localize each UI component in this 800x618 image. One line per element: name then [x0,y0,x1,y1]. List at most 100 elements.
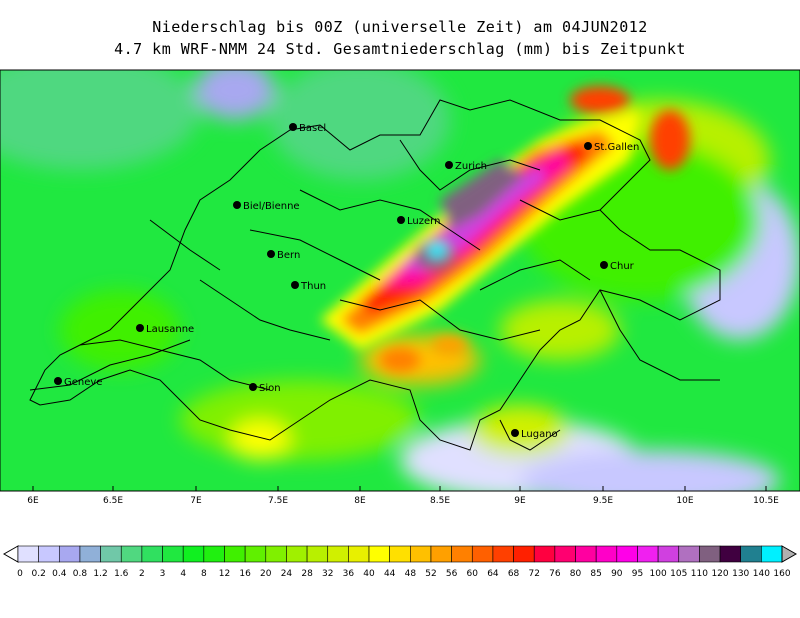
colorbar-swatch [513,545,535,563]
colorbar-label: 36 [343,569,355,579]
colorbar-swatch [368,545,390,563]
city-label-geneve: Geneve [64,377,102,388]
colorbar-swatch [162,545,184,563]
colorbar-label: 0.4 [52,569,67,579]
map-frame [0,69,800,492]
city-label-thun: Thun [300,281,326,292]
city-label-stgallen: St.Gallen [594,142,639,153]
city-dot-luzern [397,216,405,224]
colorbar-label: 76 [549,569,561,579]
colorbar-swatch [492,545,514,563]
colorbar-label: 160 [773,569,790,579]
precipitation-field [0,70,800,491]
colorbar-label: 85 [590,569,601,579]
lon-tick-label: 9.5E [593,496,613,506]
colorbar-swatch [637,545,659,563]
colorbar-swatch [224,545,246,563]
city-label-chur: Chur [610,261,635,272]
colorbar-swatch [38,545,60,563]
colorbar-swatch [306,545,329,563]
colorbar-swatch [17,545,39,563]
colorbar-swatch [182,545,205,563]
colorbar-swatch [141,545,163,563]
colorbar-swatch [410,545,432,563]
colorbar-swatch [719,545,742,563]
city-label-lausanne: Lausanne [146,324,194,335]
city-label-sion: Sion [259,383,281,394]
colorbar-label: 68 [508,569,520,579]
city-label-lugano: Lugano [521,429,558,440]
colorbar-swatch [678,545,700,563]
colorbar-label: 64 [487,569,499,579]
city-label-zuerich: Zurich [455,161,487,172]
colorbar-label: 95 [632,569,643,579]
colorbar-swatch [471,545,494,563]
colorbar-label: 105 [670,569,687,579]
colorbar-label: 100 [650,569,667,579]
colorbar-swatch [761,545,783,563]
colorbar-label: 0.8 [73,569,88,579]
colorbar-swatch [699,545,721,563]
lon-tick-label: 10.5E [753,496,779,506]
colorbar-swatch [616,545,638,563]
colorbar-label: 28 [301,569,313,579]
colorbar-swatch [327,545,349,563]
colorbar-label: 12 [219,569,230,579]
city-dot-bielbienne [233,201,241,209]
colorbar-label: 0.2 [31,569,45,579]
lon-tick-label: 8.5E [430,496,450,506]
city-dot-lausanne [136,324,144,332]
city-dot-geneve [54,377,62,385]
colorbar-label: 52 [425,569,436,579]
colorbar-label: 40 [363,569,375,579]
colorbar-right-arrow [781,545,798,563]
chart-subtitle: 4.7 km WRF-NMM 24 Std. Gesamtniederschla… [114,40,686,58]
city-dot-thun [291,281,299,289]
colorbar-label: 1.6 [114,569,129,579]
colorbar-swatch [595,545,618,563]
colorbar-label: 80 [570,569,582,579]
colorbar-label: 20 [260,569,272,579]
city-label-luzern: Luzern [407,216,440,227]
colorbar-label: 44 [384,569,396,579]
colorbar-label: 3 [160,569,166,579]
city-label-basel: Basel [299,123,326,134]
colorbar-swatch [451,545,473,563]
city-label-bern: Bern [277,250,300,261]
colorbar-swatch [389,545,411,563]
colorbar-label: 60 [467,569,479,579]
lon-tick-label: 6E [27,496,39,506]
colorbar: 0 0.2 0.4 0.8 1.2 1.6 2 3 4 8 12 16 20 24 28 32 36 40 44 48… [2,545,798,579]
colorbar-label: 4 [180,569,186,579]
colorbar-label: 1.2 [93,569,107,579]
colorbar-swatch [79,545,101,563]
colorbar-label: 2 [139,569,145,579]
city-dot-stgallen [584,142,592,150]
country-borders [29,99,721,451]
colorbar-swatch [575,545,597,563]
colorbar-label: 32 [322,569,333,579]
colorbar-label: 8 [201,569,207,579]
lon-tick-label: 7.5E [268,496,288,506]
colorbar-label: 110 [691,569,708,579]
lon-tick-label: 10E [676,496,693,506]
colorbar-label: 24 [281,569,293,579]
colorbar-swatch [244,545,267,563]
city-label-bielbienne: Biel/Bienne [243,201,300,212]
colorbar-swatch [203,545,225,563]
colorbar-swatch [265,545,287,563]
colorbar-label: 72 [528,569,539,579]
lon-tick-label: 8E [354,496,366,506]
city-dot-chur [600,261,608,269]
city-dot-sion [249,383,257,391]
colorbar-label: 140 [753,569,770,579]
colorbar-label: 16 [239,569,251,579]
city-markers: Basel Zurich St.Gallen Biel/Bienne Luzern Ber… [54,123,639,440]
colorbar-swatch [554,545,576,563]
colorbar-label: 90 [611,569,623,579]
lon-tick-label: 9E [514,496,526,506]
colorbar-label: 120 [711,569,728,579]
lon-tick-label: 6.5E [103,496,123,506]
colorbar-label: 56 [446,569,458,579]
